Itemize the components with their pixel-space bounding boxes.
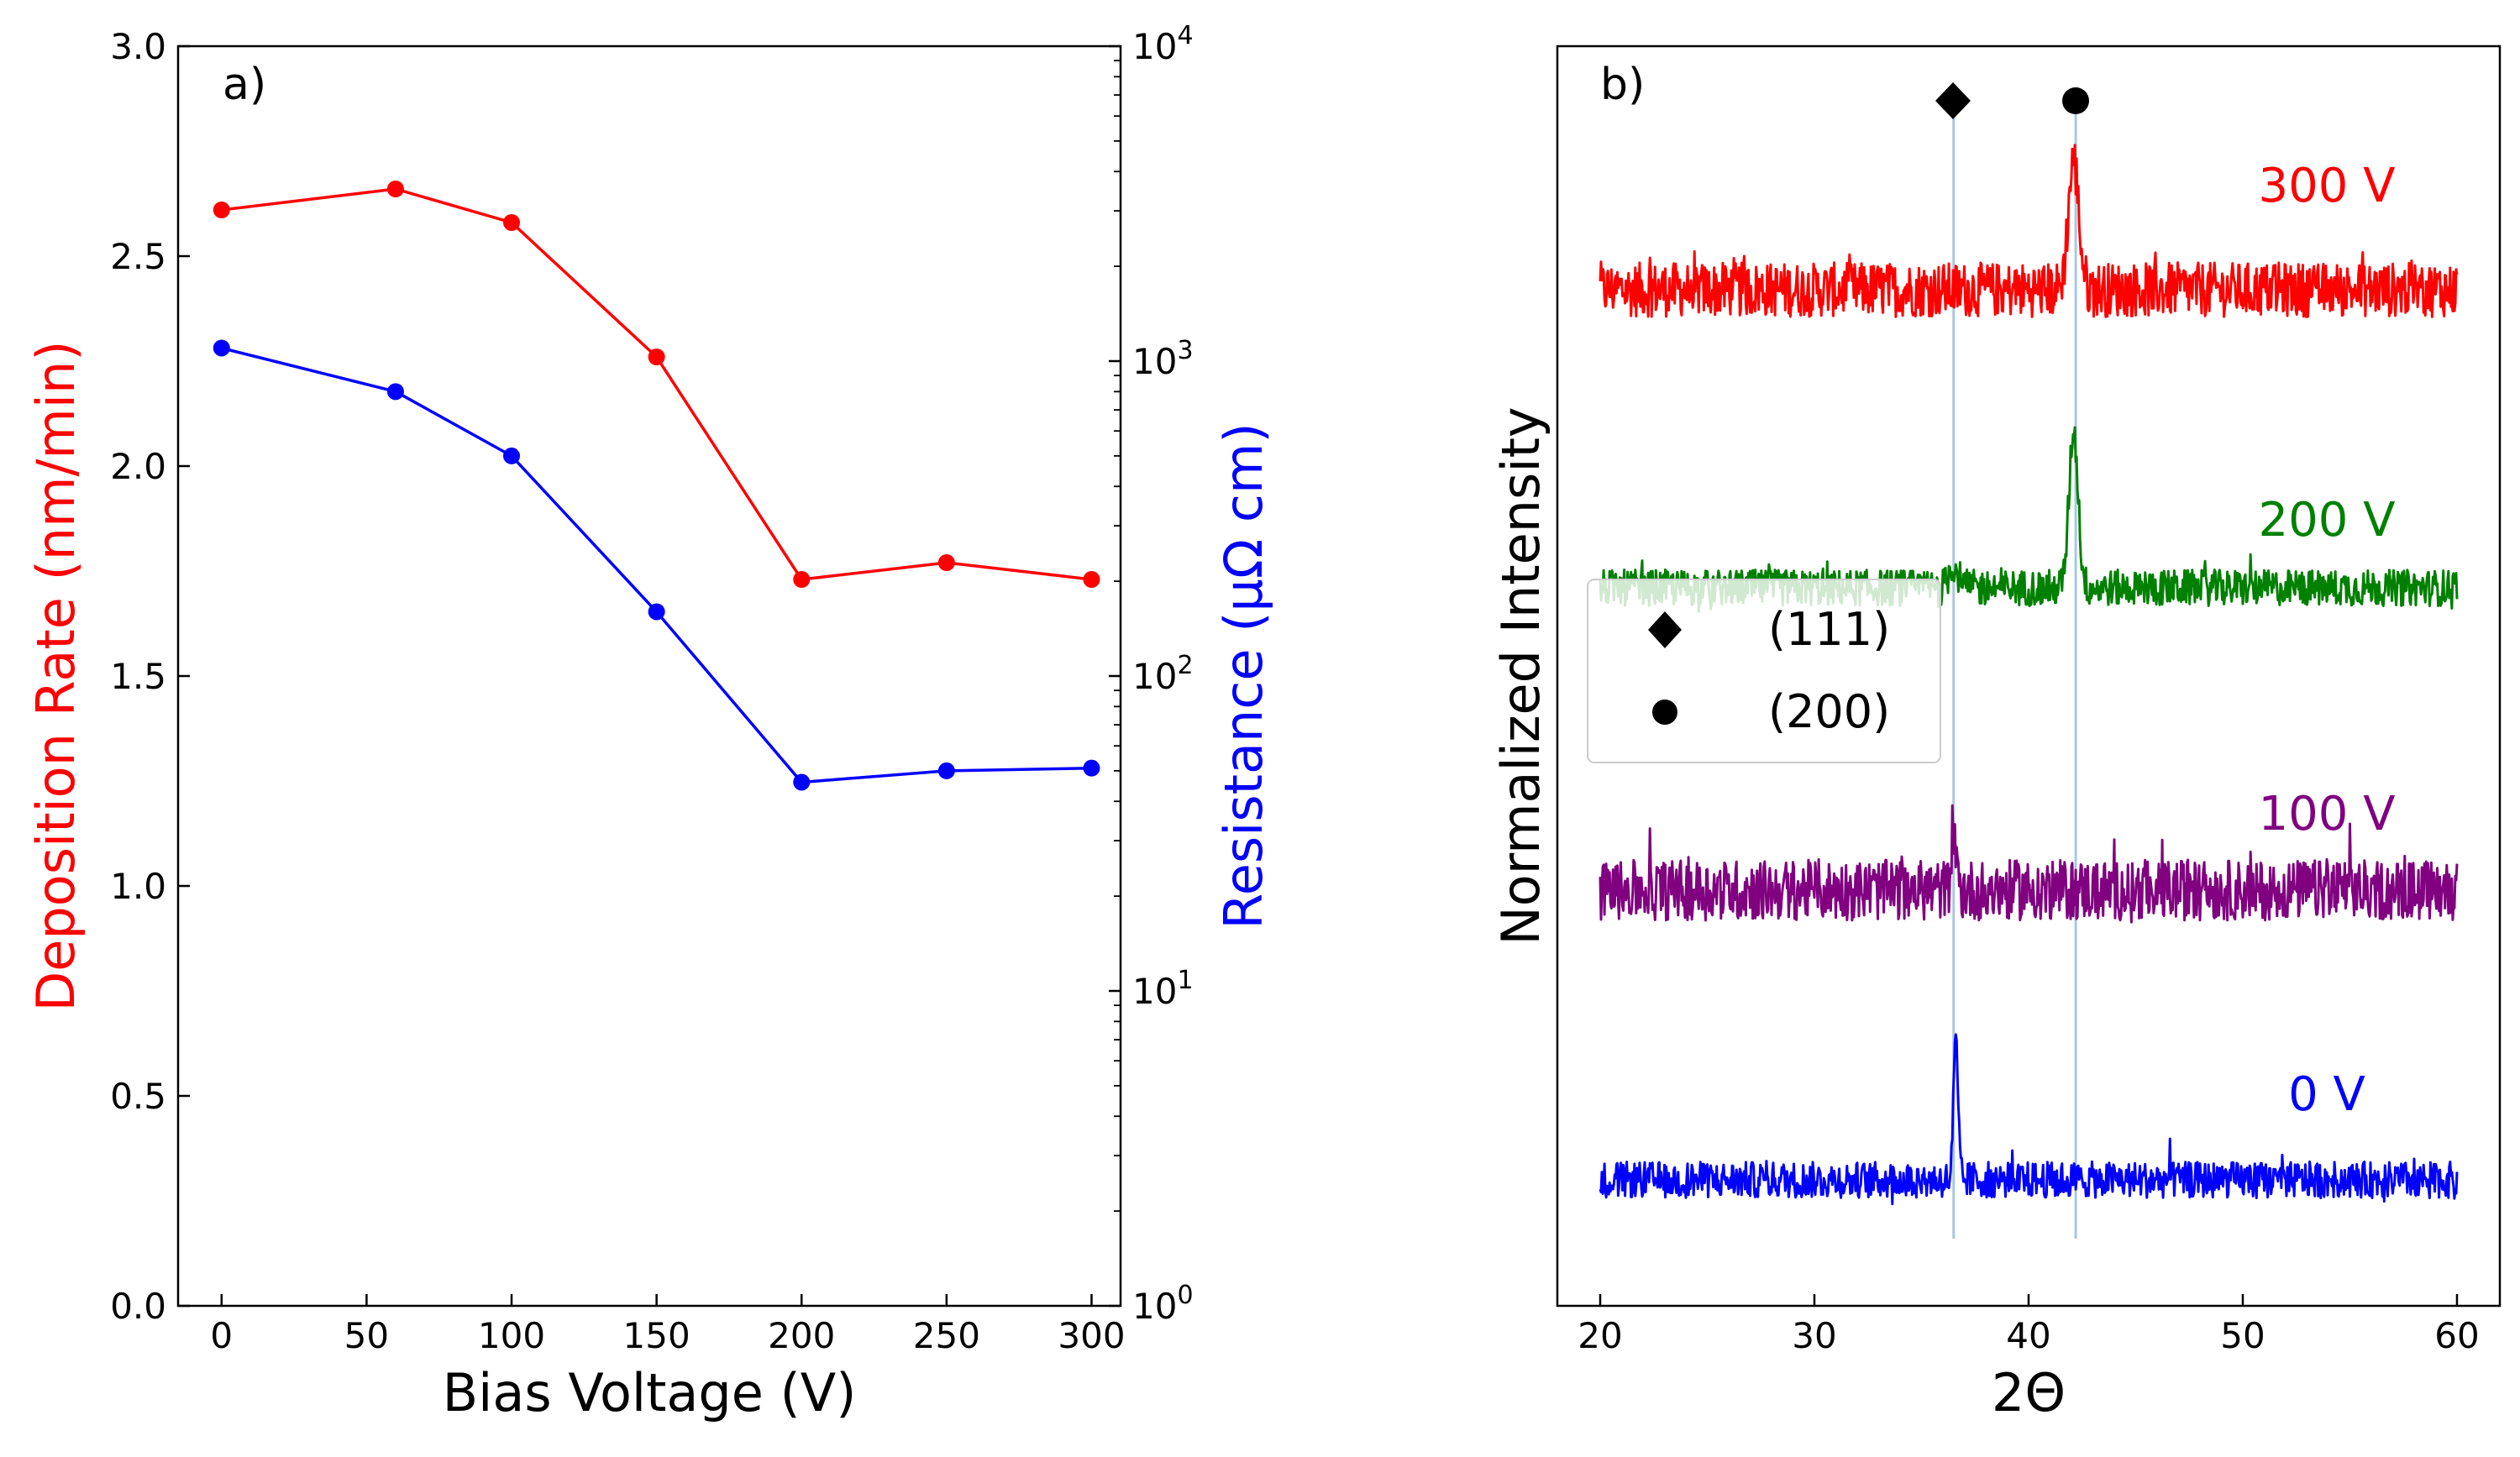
panel-b-label: b) xyxy=(1600,60,1645,110)
panel-a-x-tick-label: 50 xyxy=(344,1315,389,1356)
legend-circle-icon xyxy=(1652,700,1677,725)
panel-b-series-label: 300 V xyxy=(2259,159,2396,213)
panel-b-x-ticks: 20 30 40 50 60 xyxy=(1578,1294,2480,1356)
panel-a-label: a) xyxy=(223,60,266,110)
panel-a-left-tick-label: 3.0 xyxy=(110,26,166,67)
ref-marker-diamond-icon xyxy=(1935,82,1971,119)
panel-a-left-axis-title: Deposition Rate (nm/min) xyxy=(25,341,87,1012)
panel-a-x-ticks: 0 50 100 150 200 250 300 xyxy=(210,1294,1126,1356)
panel-b-series-0v xyxy=(1599,1033,2459,1206)
panel-a-right-tick-label: 103 xyxy=(1132,336,1194,382)
panel-a-point-resistance xyxy=(503,447,521,464)
panel-a-series-line-deposition xyxy=(221,187,1092,581)
panel-a-point-deposition xyxy=(793,571,811,588)
panel-a-x-tick-label: 150 xyxy=(623,1315,690,1356)
panel-b-x-tick-label: 60 xyxy=(2434,1315,2479,1356)
panel-a-point-resistance xyxy=(793,773,811,791)
panel-a-point-deposition xyxy=(1083,571,1100,588)
panel-a-x-tick-label: 250 xyxy=(913,1315,980,1356)
panel-b-x-tick-label: 30 xyxy=(1792,1315,1836,1356)
panel-a-chart: a) 0 50 100 150 200 250 300 0.0 0.5 1.0 1.5 2.0 2.5… xyxy=(25,21,1274,1423)
panel-a-point-resistance xyxy=(1083,759,1100,777)
panel-a-right-tick-label: 100 xyxy=(1132,1281,1194,1327)
panel-b-x-tick-label: 50 xyxy=(2220,1315,2265,1356)
panel-a-x-tick-label: 200 xyxy=(768,1315,835,1356)
panel-a-point-deposition xyxy=(503,214,521,231)
panel-a-point-resistance xyxy=(937,762,955,779)
panel-a-left-tick-label: 2.5 xyxy=(110,236,166,277)
panel-a-x-axis-title: Bias Voltage (V) xyxy=(443,1362,857,1423)
panel-b-chart: b) 20 30 40 50 60 300 V 200 V 100 V 0 V 2Θ Norm… xyxy=(1490,45,2502,1423)
panel-a-point-resistance xyxy=(386,383,404,401)
panel-a-left-tick-label: 0.0 xyxy=(110,1286,166,1327)
panel-a-point-deposition xyxy=(213,202,230,218)
panel-a-point-resistance xyxy=(213,339,230,357)
panel-a-right-tick-label: 102 xyxy=(1132,651,1194,697)
panel-b-x-axis-title: 2Θ xyxy=(1992,1362,2066,1423)
panel-a-right-axis-title: Resistance (µΩ cm) xyxy=(1213,422,1274,929)
panel-a-x-tick-label: 0 xyxy=(210,1315,233,1356)
panel-b-series-100v xyxy=(1599,804,2459,924)
panel-a-right-ticks: 100 101 102 103 104 xyxy=(1109,21,1194,1327)
legend-label-200: (200) xyxy=(1768,685,1890,738)
panel-a-point-resistance xyxy=(648,603,665,621)
panel-a-left-tick-label: 0.5 xyxy=(110,1076,166,1117)
panel-b-series-label: 200 V xyxy=(2259,493,2396,548)
legend-label-111: (111) xyxy=(1768,603,1890,656)
panel-a-left-tick-label: 1.5 xyxy=(110,656,166,697)
ref-marker-circle-icon xyxy=(2062,87,2089,114)
panel-a-x-tick-label: 100 xyxy=(478,1315,545,1356)
panel-a-plot-frame xyxy=(176,45,1122,1308)
panel-b-x-tick-label: 20 xyxy=(1578,1315,1622,1356)
panel-b-series-label: 100 V xyxy=(2259,787,2396,841)
panel-a-point-deposition xyxy=(937,554,955,571)
panel-a-series xyxy=(213,181,1100,791)
panel-a-point-deposition xyxy=(386,181,404,197)
panel-b-series-300v xyxy=(1599,144,2459,318)
panel-b-x-tick-label: 40 xyxy=(2006,1315,2050,1356)
panel-a-right-tick-label: 104 xyxy=(1132,21,1194,67)
panel-a-x-tick-label: 300 xyxy=(1058,1315,1125,1356)
panel-a-right-tick-label: 101 xyxy=(1132,966,1194,1012)
panel-a-left-ticks: 0.0 0.5 1.0 1.5 2.0 2.5 3.0 xyxy=(110,26,190,1327)
panel-b-legend: (111) (200) xyxy=(1587,579,1941,763)
panel-a-left-tick-label: 1.0 xyxy=(110,866,166,907)
panel-b-y-axis-title: Normalized Intensity xyxy=(1490,406,1551,945)
panel-a-left-tick-label: 2.0 xyxy=(110,446,166,487)
panel-b-series-label: 0 V xyxy=(2288,1067,2365,1122)
panel-a-point-deposition xyxy=(648,349,665,365)
legend-diamond-icon xyxy=(1648,611,1682,648)
